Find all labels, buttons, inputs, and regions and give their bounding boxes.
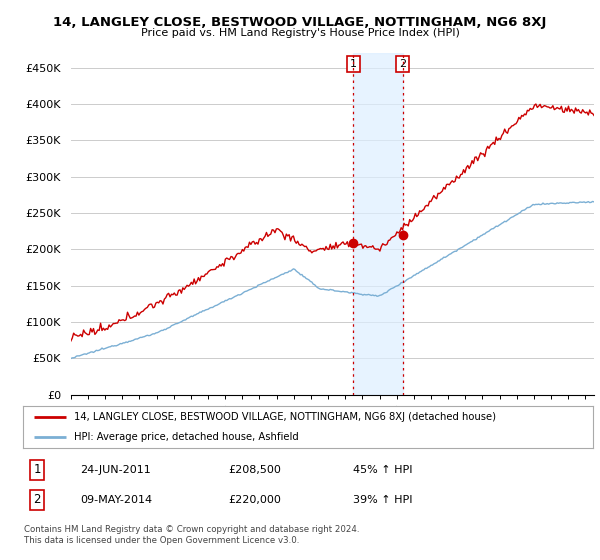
Text: Contains HM Land Registry data © Crown copyright and database right 2024.: Contains HM Land Registry data © Crown c… <box>24 525 359 534</box>
Text: 2: 2 <box>399 59 406 69</box>
Text: This data is licensed under the Open Government Licence v3.0.: This data is licensed under the Open Gov… <box>24 536 299 545</box>
Text: 39% ↑ HPI: 39% ↑ HPI <box>353 495 413 505</box>
Text: 45% ↑ HPI: 45% ↑ HPI <box>353 465 413 475</box>
Text: Price paid vs. HM Land Registry's House Price Index (HPI): Price paid vs. HM Land Registry's House … <box>140 28 460 38</box>
Text: 24-JUN-2011: 24-JUN-2011 <box>80 465 151 475</box>
Text: 1: 1 <box>34 463 41 476</box>
Text: £220,000: £220,000 <box>228 495 281 505</box>
Text: 2: 2 <box>34 493 41 506</box>
Text: 1: 1 <box>350 59 357 69</box>
Text: HPI: Average price, detached house, Ashfield: HPI: Average price, detached house, Ashf… <box>74 432 299 442</box>
Text: £208,500: £208,500 <box>228 465 281 475</box>
Text: 14, LANGLEY CLOSE, BESTWOOD VILLAGE, NOTTINGHAM, NG6 8XJ: 14, LANGLEY CLOSE, BESTWOOD VILLAGE, NOT… <box>53 16 547 29</box>
Bar <box>353 53 403 395</box>
Text: 14, LANGLEY CLOSE, BESTWOOD VILLAGE, NOTTINGHAM, NG6 8XJ (detached house): 14, LANGLEY CLOSE, BESTWOOD VILLAGE, NOT… <box>74 412 496 422</box>
Text: 09-MAY-2014: 09-MAY-2014 <box>80 495 152 505</box>
